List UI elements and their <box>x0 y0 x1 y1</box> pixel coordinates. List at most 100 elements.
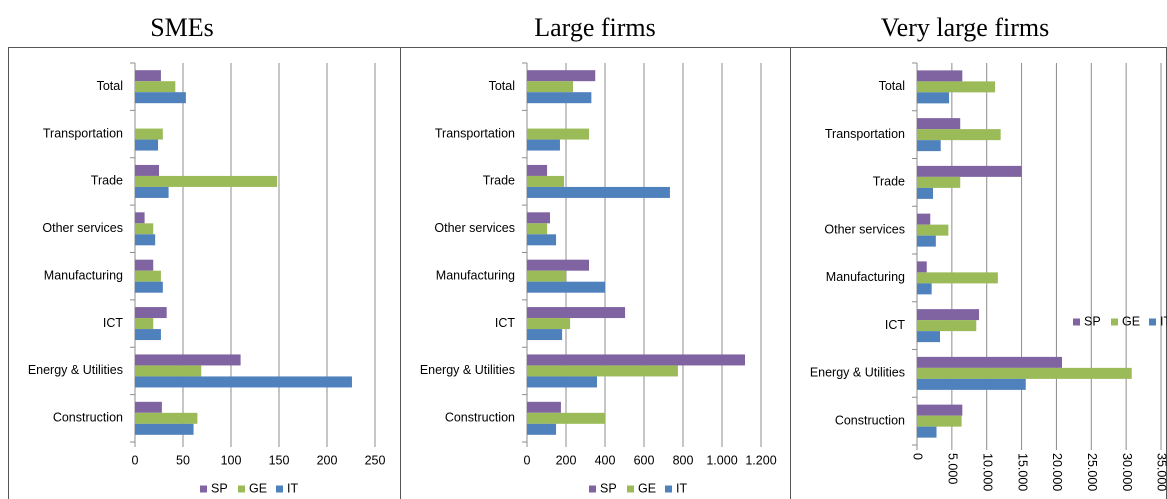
x-tick-label: 30.000 <box>1120 453 1134 491</box>
y-tick-label: Trade <box>483 174 515 188</box>
x-tick-label: 5.000 <box>946 453 960 484</box>
bar <box>917 81 996 93</box>
bar <box>135 376 352 388</box>
x-tick-label: 35.000 <box>1155 453 1167 491</box>
bar <box>135 70 161 82</box>
bar <box>917 70 963 82</box>
y-tick-label: Transportation <box>435 126 515 140</box>
bar <box>135 259 154 271</box>
x-tick-label: 1.200 <box>745 453 776 467</box>
legend-swatch <box>1073 318 1080 326</box>
bar <box>135 175 278 187</box>
legend-swatch <box>1149 318 1156 326</box>
bar <box>527 376 598 388</box>
bar <box>527 318 571 330</box>
x-tick-label: 50 <box>176 453 190 467</box>
y-tick-label: ICT <box>495 316 516 330</box>
legend-label: IT <box>1160 314 1167 328</box>
bar <box>917 309 980 321</box>
y-tick-label: Construction <box>445 411 515 425</box>
bar <box>917 378 1026 390</box>
y-tick-label: Other services <box>434 221 515 235</box>
y-tick-label: Total <box>489 79 515 93</box>
bar <box>527 259 590 271</box>
bar <box>527 423 557 435</box>
y-tick-label: Total <box>879 79 905 93</box>
bar <box>527 307 626 319</box>
bar <box>527 70 596 82</box>
bar <box>135 186 169 198</box>
x-tick-label: 1.000 <box>706 453 737 467</box>
x-tick-label: 250 <box>365 453 386 467</box>
bar <box>135 234 156 246</box>
x-tick-label: 0 <box>132 453 139 467</box>
y-tick-label: Other services <box>824 222 905 236</box>
bar <box>527 270 566 282</box>
bar <box>917 118 961 130</box>
bar <box>917 367 1132 379</box>
bar <box>527 354 746 366</box>
bar <box>917 283 932 295</box>
x-tick-label: 100 <box>221 453 242 467</box>
x-tick-label: 800 <box>673 453 694 467</box>
bar <box>135 365 202 377</box>
y-tick-label: Energy & Utilities <box>420 363 515 377</box>
bar <box>917 320 977 332</box>
bar <box>917 176 961 188</box>
y-tick-label: Transportation <box>825 127 905 141</box>
bar <box>917 187 934 199</box>
x-tick-label: 600 <box>634 453 655 467</box>
legend-label: SP <box>600 481 617 495</box>
bar <box>527 401 561 413</box>
bar <box>135 354 241 366</box>
bar <box>917 235 936 247</box>
y-tick-label: Energy & Utilities <box>810 366 905 380</box>
x-tick-label: 20.000 <box>1050 453 1064 491</box>
bar <box>135 164 159 176</box>
legend-swatch <box>665 485 672 493</box>
bar <box>527 281 605 293</box>
chart-title: Very large firms <box>881 13 1049 42</box>
bar <box>527 223 548 235</box>
legend-label: GE <box>249 481 267 495</box>
legend-swatch <box>627 485 634 493</box>
y-tick-label: Trade <box>91 174 123 188</box>
bar <box>527 365 678 377</box>
bar <box>135 128 163 140</box>
legend-swatch <box>238 485 245 493</box>
y-tick-label: Manufacturing <box>436 268 515 282</box>
bar <box>135 423 194 435</box>
bar <box>917 165 1022 177</box>
bar <box>917 213 931 225</box>
bar <box>527 92 592 104</box>
legend-swatch <box>1111 318 1118 326</box>
bar <box>527 212 551 224</box>
bar <box>527 81 574 93</box>
x-tick-label: 400 <box>595 453 616 467</box>
bar <box>135 401 162 413</box>
bar <box>917 404 963 416</box>
x-tick-label: 25.000 <box>1085 453 1099 491</box>
legend-label: GE <box>638 481 656 495</box>
chart-title: SMEs <box>150 13 214 42</box>
bar <box>917 272 998 284</box>
bar <box>135 307 167 319</box>
bar <box>527 412 605 424</box>
bar <box>527 175 565 187</box>
bar <box>135 81 176 93</box>
bar <box>527 164 548 176</box>
y-tick-label: Total <box>97 79 123 93</box>
bar <box>917 261 927 273</box>
x-tick-label: 200 <box>556 453 577 467</box>
bar <box>135 212 145 224</box>
bar <box>135 223 154 235</box>
bar <box>917 356 1063 368</box>
bar <box>527 186 670 198</box>
bar <box>527 329 563 341</box>
bar <box>917 140 941 152</box>
legend-label: IT <box>676 481 687 495</box>
x-tick-label: 0 <box>911 453 925 460</box>
x-tick-label: 15.000 <box>1015 453 1029 491</box>
bar <box>917 331 941 343</box>
legend-swatch <box>589 485 596 493</box>
